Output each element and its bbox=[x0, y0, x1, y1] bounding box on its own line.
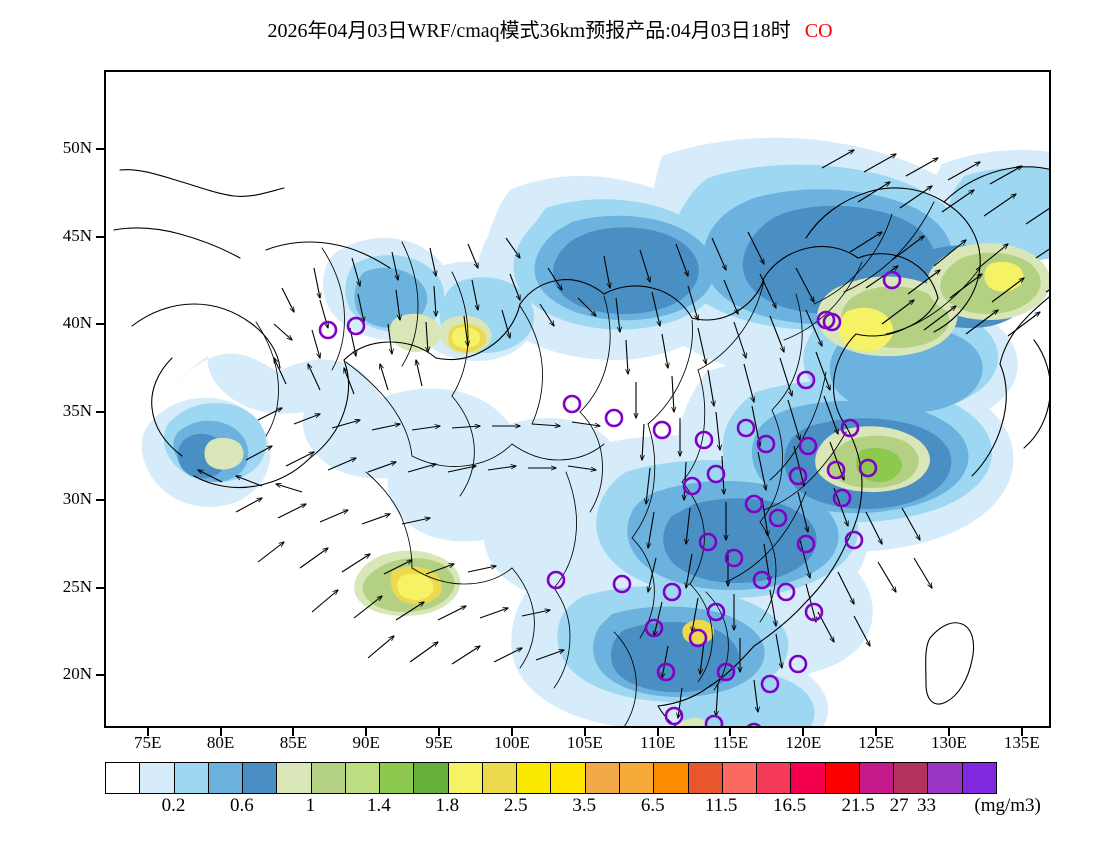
colorbar-units-label: (mg/m3) bbox=[974, 795, 1041, 816]
y-axis-tick-mark bbox=[96, 674, 104, 677]
colorbar-tick-label: 1.8 bbox=[435, 795, 460, 816]
colorbar-swatch[interactable] bbox=[106, 763, 141, 793]
colorbar-labels: 0.2 0.6 1 1.4 1.8 2.5 3.5 6.5 11.5 16.5 21.5 27 33 (m… bbox=[0, 795, 1100, 823]
x-axis-tick-mark bbox=[365, 728, 368, 736]
y-axis-tick-label: 30N bbox=[62, 488, 92, 508]
colorbar-tick-label: 1.4 bbox=[366, 795, 391, 816]
x-axis-tick-mark bbox=[146, 728, 149, 736]
y-axis-tick-label: 50N bbox=[62, 137, 92, 157]
colorbar-swatch[interactable] bbox=[208, 763, 244, 793]
x-axis-tick-label: 120E bbox=[785, 733, 822, 752]
x-axis-tick-mark bbox=[1020, 728, 1023, 736]
x-axis-tick-label: 85E bbox=[279, 733, 308, 752]
x-axis-tick-mark bbox=[802, 728, 805, 736]
y-axis-tick-mark bbox=[96, 147, 104, 150]
colorbar-swatch[interactable] bbox=[688, 763, 723, 793]
colorbar-swatch[interactable] bbox=[962, 763, 996, 793]
x-axis-tick-label: 80E bbox=[206, 733, 235, 752]
colorbar-swatch[interactable] bbox=[585, 763, 620, 793]
colorbar-swatch[interactable] bbox=[551, 763, 586, 793]
colorbar-tick-label: 0.2 bbox=[161, 795, 186, 816]
map-canvas bbox=[113, 137, 1049, 726]
y-axis-tick-label: 20N bbox=[62, 664, 92, 684]
colorbar-swatch[interactable] bbox=[654, 763, 689, 793]
map-boundaries-layer bbox=[113, 166, 1049, 726]
x-axis-tick-label: 135E bbox=[1003, 733, 1040, 752]
x-axis-tick-mark bbox=[948, 728, 950, 736]
colorbar-swatch[interactable] bbox=[414, 763, 449, 793]
colorbar-swatch[interactable] bbox=[311, 763, 346, 793]
y-axis-tick-mark bbox=[96, 323, 104, 326]
colorbar-swatch[interactable] bbox=[825, 763, 860, 793]
y-axis-tick-mark bbox=[96, 498, 104, 501]
colorbar-swatch[interactable] bbox=[140, 763, 175, 793]
colorbar-swatch[interactable] bbox=[482, 763, 518, 793]
colorbar-tick-label: 33 bbox=[917, 795, 937, 816]
x-axis-tick-label: 90E bbox=[352, 733, 380, 752]
x-axis-tick-mark bbox=[656, 728, 659, 736]
colorbar-tick-label: 21.5 bbox=[841, 795, 875, 816]
x-axis-tick-mark bbox=[583, 728, 586, 736]
map-plot-area[interactable]: 版权所有:南京大学|南京创蓝科技有限公司 10 m/s bbox=[104, 70, 1051, 728]
x-axis-tick-mark bbox=[292, 728, 295, 736]
x-axis-tick-mark bbox=[729, 728, 732, 736]
x-axis-tick-mark bbox=[510, 728, 513, 736]
colorbar-swatch[interactable] bbox=[894, 763, 929, 793]
colorbar-swatch[interactable] bbox=[345, 763, 381, 793]
colorbar-swatch[interactable] bbox=[243, 763, 278, 793]
colorbar-tick-label: 2.5 bbox=[503, 795, 528, 816]
x-axis-tick-label: 95E bbox=[425, 733, 453, 752]
x-axis-tick-label: 125E bbox=[858, 733, 895, 752]
colorbar-tick-label: 0.6 bbox=[230, 795, 254, 816]
colorbar-tick-label: 3.5 bbox=[572, 795, 597, 816]
colorbar-swatch[interactable] bbox=[277, 763, 312, 793]
x-axis-tick-label: 75E bbox=[134, 733, 162, 752]
y-axis-tick-mark bbox=[96, 235, 104, 238]
x-axis-tick-label: 115E bbox=[712, 733, 749, 752]
y-axis-tick-mark bbox=[96, 586, 104, 589]
y-axis-tick-mark bbox=[96, 411, 104, 414]
co-contour-fill-layer bbox=[141, 137, 1049, 726]
x-axis-tick-mark bbox=[438, 728, 441, 736]
colorbar-tick-label: 1 bbox=[305, 795, 316, 816]
x-axis-tick-mark bbox=[875, 728, 878, 736]
title-main-text: 2026年04月03日WRF/cmaq模式36km预报产品:04月03日18时 bbox=[267, 20, 791, 42]
colorbar-tick-label: 16.5 bbox=[772, 795, 807, 816]
title-species-label: CO bbox=[804, 20, 833, 42]
colorbar-swatch[interactable] bbox=[448, 763, 483, 793]
colorbar-swatch[interactable] bbox=[722, 763, 758, 793]
x-axis-tick-label: 105E bbox=[566, 733, 603, 752]
colorbar-swatch[interactable] bbox=[859, 763, 895, 793]
page-title: 2026年04月03日WRF/cmaq模式36km预报产品:04月03日18时 C… bbox=[0, 14, 1100, 43]
colorbar-swatch[interactable] bbox=[380, 763, 415, 793]
colorbar-tick-label: 11.5 bbox=[704, 795, 738, 816]
x-axis-tick-label: 100E bbox=[493, 733, 530, 752]
colorbar-swatch[interactable] bbox=[791, 763, 826, 793]
colorbar-swatch[interactable] bbox=[517, 763, 552, 793]
y-axis-tick-label: 25N bbox=[62, 576, 92, 596]
colorbar-swatch[interactable] bbox=[928, 763, 963, 793]
colorbar-tick-label: 6.5 bbox=[640, 795, 665, 816]
colorbar-swatch[interactable] bbox=[174, 763, 209, 793]
colorbar-swatch[interactable] bbox=[619, 763, 655, 793]
station-marker-layer bbox=[318, 270, 902, 726]
colorbar[interactable] bbox=[105, 762, 997, 794]
x-axis-tick-label: 110E bbox=[639, 733, 676, 752]
wind-vector-layer bbox=[198, 150, 1049, 718]
x-axis-tick-label: 130E bbox=[931, 733, 967, 752]
x-axis-tick-mark bbox=[219, 728, 222, 736]
colorbar-swatch[interactable] bbox=[757, 763, 792, 793]
colorbar-tick-label: 27 bbox=[889, 795, 909, 816]
y-axis-tick-label: 45N bbox=[62, 225, 92, 245]
y-axis-tick-label: 40N bbox=[62, 313, 92, 333]
y-axis-tick-label: 35N bbox=[62, 401, 92, 421]
